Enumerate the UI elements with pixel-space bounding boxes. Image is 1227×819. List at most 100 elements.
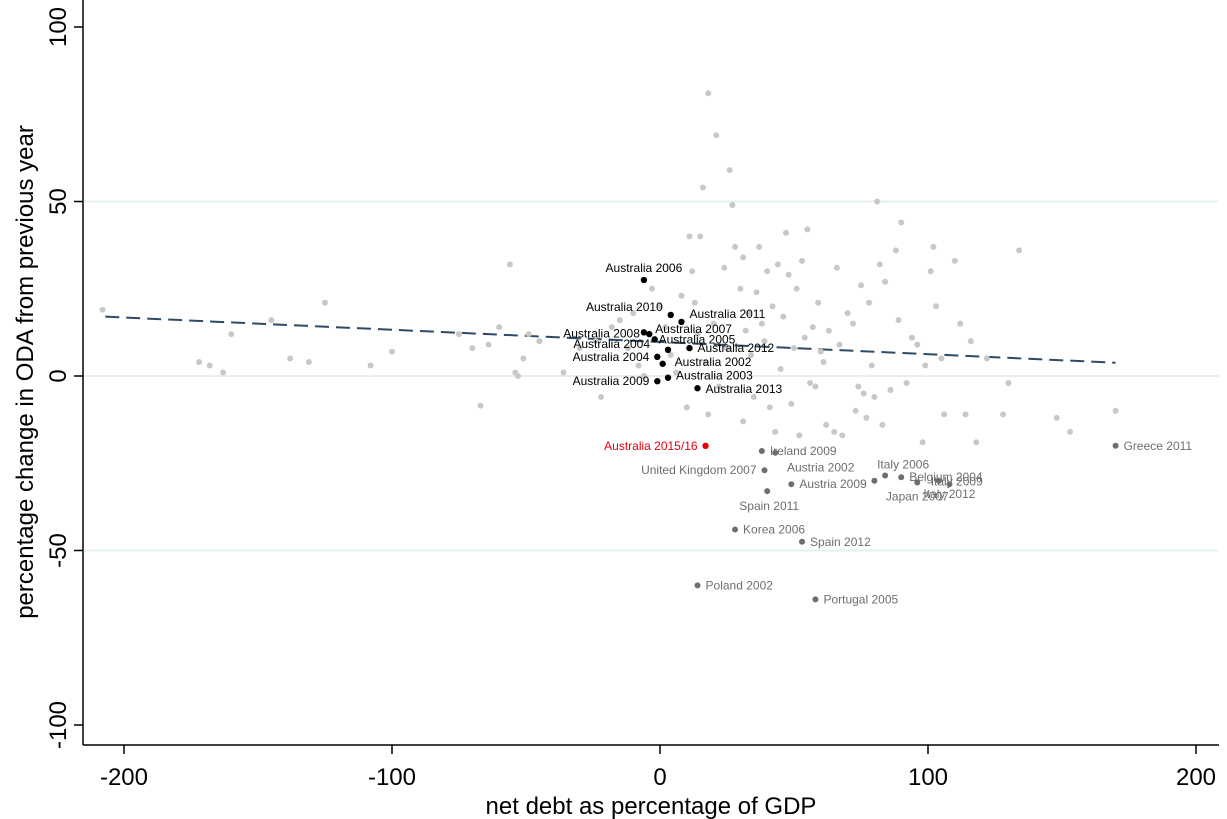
point-label: Greece 2011 bbox=[1124, 439, 1193, 453]
data-point bbox=[799, 257, 806, 264]
labeled-point bbox=[812, 596, 819, 603]
point-label: Australia 2004 bbox=[573, 337, 650, 351]
highlight-point bbox=[702, 442, 709, 449]
data-point bbox=[866, 299, 873, 306]
gridlines bbox=[84, 200, 1219, 552]
point-label: Australia 2013 bbox=[706, 382, 783, 396]
data-point bbox=[863, 414, 870, 421]
data-point bbox=[874, 198, 881, 205]
data-point bbox=[635, 362, 642, 369]
point-label: Australia 2003 bbox=[676, 369, 753, 383]
australia-point bbox=[640, 329, 648, 336]
data-point bbox=[750, 393, 757, 400]
data-point bbox=[836, 341, 843, 348]
data-point bbox=[815, 299, 822, 306]
point-label: Australia 2009 bbox=[573, 374, 650, 388]
data-point bbox=[713, 132, 720, 139]
point-label: Australia 2004 bbox=[573, 350, 650, 364]
data-point bbox=[667, 352, 674, 359]
data-point bbox=[967, 338, 974, 345]
data-point bbox=[648, 285, 655, 292]
data-point bbox=[973, 439, 980, 446]
labeled-point bbox=[732, 526, 739, 533]
labeled-point bbox=[946, 481, 953, 488]
australia-point bbox=[664, 374, 672, 381]
data-point bbox=[871, 393, 878, 400]
point-label: Austria 2002 bbox=[787, 461, 855, 475]
data-point bbox=[477, 402, 484, 409]
data-point bbox=[1016, 247, 1023, 254]
y-tick-label: 50 bbox=[45, 188, 72, 215]
data-point bbox=[1000, 411, 1007, 418]
point-label: Australia 2002 bbox=[675, 355, 752, 369]
data-point bbox=[724, 345, 730, 352]
data-point bbox=[699, 184, 706, 191]
data-point bbox=[825, 327, 832, 334]
data-point bbox=[721, 264, 728, 271]
data-point bbox=[957, 320, 964, 327]
data-point bbox=[496, 324, 503, 331]
labeled-point bbox=[694, 582, 701, 589]
point-label: Australia 2011 bbox=[689, 307, 765, 321]
data-point bbox=[1053, 414, 1060, 421]
data-point bbox=[898, 219, 905, 226]
data-point bbox=[879, 421, 886, 428]
australia-point bbox=[694, 385, 701, 392]
data-point bbox=[782, 229, 789, 236]
point-label: Belgium 2004 bbox=[909, 470, 983, 484]
labeled-point bbox=[772, 449, 779, 456]
data-point bbox=[858, 282, 864, 289]
data-point bbox=[616, 317, 623, 324]
labeled-point bbox=[1112, 442, 1119, 449]
australia-point bbox=[667, 311, 674, 319]
data-point bbox=[456, 331, 462, 338]
data-point bbox=[756, 243, 763, 250]
data-point bbox=[673, 369, 680, 376]
data-point bbox=[662, 324, 669, 331]
data-point bbox=[764, 268, 771, 275]
labeled-point bbox=[914, 479, 921, 486]
data-point bbox=[686, 233, 693, 240]
data-point bbox=[892, 247, 899, 254]
australia-point bbox=[654, 378, 661, 385]
point-label: Australia 2005 bbox=[659, 332, 736, 346]
data-point bbox=[367, 362, 374, 369]
background-points bbox=[99, 90, 1119, 446]
point-label: Korea 2006 bbox=[743, 523, 805, 537]
data-point bbox=[820, 359, 827, 366]
australia-point bbox=[640, 276, 648, 284]
data-point bbox=[683, 404, 690, 411]
point-label: Italy 2012 bbox=[923, 487, 975, 501]
data-point bbox=[801, 334, 808, 341]
data-point bbox=[732, 243, 739, 250]
labeled-points: Greece 2011 Ireland 2009 United Kingdom 20… bbox=[641, 439, 1192, 607]
data-point bbox=[844, 310, 851, 317]
data-point bbox=[710, 320, 717, 327]
y-tick-label: -50 bbox=[45, 533, 72, 568]
data-point bbox=[740, 418, 747, 425]
data-point bbox=[882, 278, 889, 285]
point-label: Australia 2010 bbox=[586, 300, 663, 314]
data-point bbox=[919, 439, 926, 446]
x-tick-label: 0 bbox=[653, 764, 666, 791]
data-point bbox=[536, 338, 543, 345]
australia-point bbox=[651, 336, 658, 343]
australia-point bbox=[654, 353, 661, 361]
labeled-point bbox=[758, 448, 765, 455]
data-point bbox=[287, 355, 294, 362]
data-point bbox=[657, 303, 663, 310]
australia-points: Australia 2006 Australia 2010 Australia 20… bbox=[563, 261, 782, 396]
point-label: Italy 2009 bbox=[931, 475, 983, 489]
point-label: Italy 2006 bbox=[877, 457, 929, 471]
data-point bbox=[469, 345, 476, 352]
data-point bbox=[678, 292, 685, 299]
data-point bbox=[933, 303, 940, 310]
x-axis-title: net debt as percentage of GDP bbox=[486, 793, 817, 819]
data-point bbox=[793, 285, 800, 292]
data-point bbox=[520, 355, 527, 362]
data-point bbox=[831, 428, 838, 435]
data-point bbox=[576, 345, 583, 352]
data-point bbox=[715, 383, 722, 390]
data-point bbox=[322, 299, 328, 306]
data-point bbox=[780, 313, 787, 320]
